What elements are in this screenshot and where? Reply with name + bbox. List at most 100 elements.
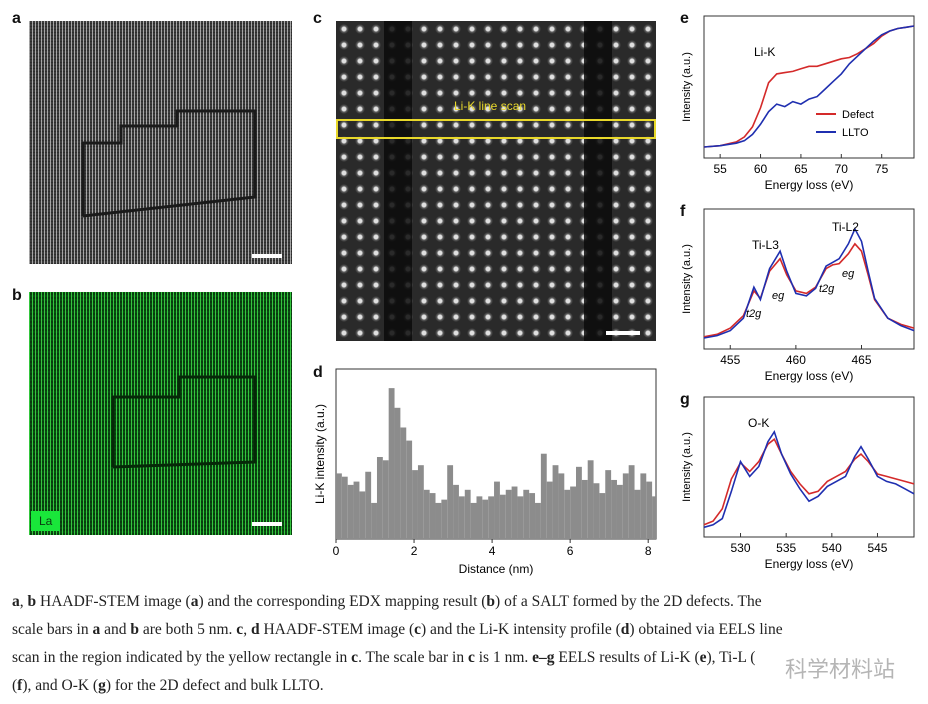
watermark-text: 科学材料站 xyxy=(785,658,896,683)
bar xyxy=(570,486,576,539)
cap-ref: c xyxy=(351,649,359,666)
x-axis-label: Distance (nm) xyxy=(459,562,534,576)
bar xyxy=(464,489,471,539)
cap-text: scale bars in xyxy=(12,621,93,638)
bar xyxy=(640,473,647,539)
bar xyxy=(599,493,606,539)
peak-label-ti-l3: Ti-L3 xyxy=(752,238,779,252)
x-axis-label: Energy loss (eV) xyxy=(765,178,854,192)
bar xyxy=(494,481,500,539)
chart-title: O-K xyxy=(748,416,769,430)
x-tick-label: 4 xyxy=(489,544,496,558)
cap-text: ( xyxy=(12,677,18,694)
x-axis-label: Energy loss (eV) xyxy=(765,557,854,571)
defect-outline-a xyxy=(81,109,257,218)
y-axis-label: Intensity (a.u.) xyxy=(681,52,693,122)
bar xyxy=(511,486,518,539)
bar xyxy=(564,489,571,539)
bar xyxy=(634,489,641,539)
plot-frame xyxy=(703,396,915,538)
chart-eels-ti-l: 455 460 465 Energy loss (eV) Intensity (a.u.… xyxy=(681,208,915,383)
bar xyxy=(576,466,582,539)
bar xyxy=(359,491,366,539)
bar xyxy=(482,499,489,539)
cap-ref: c xyxy=(414,621,422,638)
bar xyxy=(523,489,530,539)
cap-ref: c xyxy=(467,649,475,666)
bar xyxy=(535,502,541,539)
bar xyxy=(458,496,465,539)
x-tick-label: 8 xyxy=(645,544,652,558)
line-scan-region xyxy=(336,119,656,139)
x-tick-label: 75 xyxy=(875,162,889,176)
bar xyxy=(400,427,407,539)
x-tick-label: 540 xyxy=(822,541,842,555)
bar xyxy=(616,484,623,539)
plot-frame xyxy=(703,15,915,159)
cap-text: ) obtained via EELS line xyxy=(629,621,783,638)
bar xyxy=(341,476,348,539)
bar xyxy=(347,484,354,539)
cap-ref: c xyxy=(236,621,244,638)
x-tick-label: 530 xyxy=(731,541,751,555)
cap-ref: d xyxy=(250,621,260,638)
cap-ref: f xyxy=(17,677,23,694)
orbital-label: eg xyxy=(772,290,785,302)
edx-map-b: La xyxy=(29,292,292,535)
bar xyxy=(388,388,395,539)
bar xyxy=(447,465,454,539)
peak-label-ti-l2: Ti-L2 xyxy=(832,220,859,234)
bar xyxy=(546,481,553,539)
bar xyxy=(470,502,477,539)
bar xyxy=(353,481,360,539)
orbital-label: eg xyxy=(842,268,855,280)
haadf-stem-image-c: Li-K line scan xyxy=(336,21,656,341)
panel-c-letter: c xyxy=(313,10,322,27)
chart-title: Li-K xyxy=(754,45,775,59)
cap-ref: a xyxy=(12,593,20,610)
bar xyxy=(417,465,424,539)
x-tick-label: 465 xyxy=(851,353,871,367)
element-badge-la: La xyxy=(31,511,61,531)
cap-text: are both 5 nm. xyxy=(139,621,237,638)
plot-frame xyxy=(703,208,915,350)
cap-ref: b xyxy=(27,593,37,610)
x-tick-label: 65 xyxy=(794,162,808,176)
x-tick-label: 70 xyxy=(835,162,849,176)
chart-li-k-profile: 0 2 4 6 8 Distance (nm) Li-K intensity (a.u.) xyxy=(313,368,657,576)
cap-ref: a xyxy=(190,593,199,610)
bar xyxy=(441,499,448,539)
cap-text: is 1 nm. xyxy=(474,649,533,666)
y-axis-label: Intensity (a.u.) xyxy=(681,432,693,502)
bar xyxy=(552,465,559,539)
x-tick-label: 535 xyxy=(776,541,796,555)
series-line-llto xyxy=(703,429,915,529)
panel-a-letter: a xyxy=(12,10,21,27)
cap-ref: e xyxy=(699,649,707,666)
bar xyxy=(429,493,436,539)
cap-ref: d xyxy=(620,621,630,638)
cap-text: HAADF-STEM image ( xyxy=(259,621,415,638)
caption-line-4: (f), and O-K (g) for the 2D defect and b… xyxy=(12,672,917,700)
cap-text: . The scale bar in xyxy=(358,649,468,666)
orbital-label: t2g xyxy=(819,283,835,295)
x-axis-label: Energy loss (eV) xyxy=(765,369,854,383)
cap-text: ) for the 2D defect and bulk LLTO. xyxy=(105,677,324,694)
cap-ref: g xyxy=(98,677,106,694)
series-line-defect xyxy=(703,25,915,148)
caption-line-2: scale bars in a and b are both 5 nm. c, … xyxy=(12,616,917,644)
bar xyxy=(529,493,536,539)
bar xyxy=(652,496,656,539)
cap-ref: b xyxy=(130,621,139,638)
cap-text: scan in the region indicated by the yell… xyxy=(12,649,352,666)
bar xyxy=(540,453,547,539)
bar xyxy=(371,502,377,539)
series-line-llto xyxy=(703,25,915,148)
legend-label: LLTO xyxy=(842,127,869,139)
bar xyxy=(505,489,512,539)
bar xyxy=(406,440,413,539)
defect-outline-b xyxy=(111,375,257,469)
x-tick-label: 6 xyxy=(567,544,574,558)
figure-caption: a, b HAADF-STEM image (a) and the corres… xyxy=(12,588,917,700)
cap-ref: e–g xyxy=(532,649,555,666)
